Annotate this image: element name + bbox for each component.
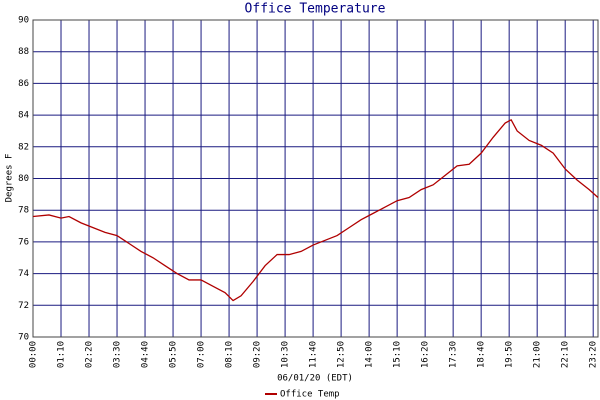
y-tick-label: 82 [18, 142, 29, 152]
x-tick-label: 16:20 [421, 341, 431, 368]
x-tick-label: 10:30 [281, 341, 291, 368]
x-tick-label: 15:10 [393, 341, 403, 368]
x-tick-label: 19:50 [505, 341, 515, 368]
x-tick-label: 17:30 [449, 341, 459, 368]
y-tick-label: 86 [18, 79, 29, 89]
y-tick-label: 88 [18, 47, 29, 57]
x-tick-label: 08:10 [225, 341, 235, 368]
x-tick-label: 11:40 [309, 341, 319, 368]
plot-border [32, 19, 599, 338]
y-tick-label: 90 [18, 16, 29, 26]
y-tick-label: 76 [18, 237, 29, 247]
x-tick-label: 03:30 [113, 341, 123, 368]
y-axis-label: Degrees F [5, 154, 15, 203]
chart-title: Office Temperature [245, 2, 386, 17]
x-tick-label: 18:40 [477, 341, 487, 368]
x-tick-label: 02:20 [85, 341, 95, 368]
x-tick-label: 01:10 [57, 341, 67, 368]
x-tick-label: 05:50 [169, 341, 179, 368]
x-tick-label: 21:00 [533, 341, 543, 368]
y-tick-label: 72 [18, 301, 29, 311]
y-tick-label: 84 [18, 111, 29, 121]
x-tick-label: 07:00 [197, 341, 207, 368]
y-tick-label: 80 [18, 174, 29, 184]
y-tick-label: 70 [18, 333, 29, 343]
data-line [32, 118, 599, 302]
x-tick-label: 04:40 [141, 341, 151, 368]
x-axis-label: 06/01/20 (EDT) [277, 374, 353, 384]
y-tick-label: 78 [18, 206, 29, 216]
x-tick-label: 23:20 [589, 341, 599, 368]
legend-label: Office Temp [280, 390, 340, 400]
y-tick-label: 74 [18, 269, 29, 279]
x-tick-label: 09:20 [253, 341, 263, 368]
x-tick-label: 00:00 [29, 341, 39, 368]
x-tick-label: 14:00 [365, 341, 375, 368]
x-tick-label: 22:10 [561, 341, 571, 368]
x-tick-label: 12:50 [337, 341, 347, 368]
